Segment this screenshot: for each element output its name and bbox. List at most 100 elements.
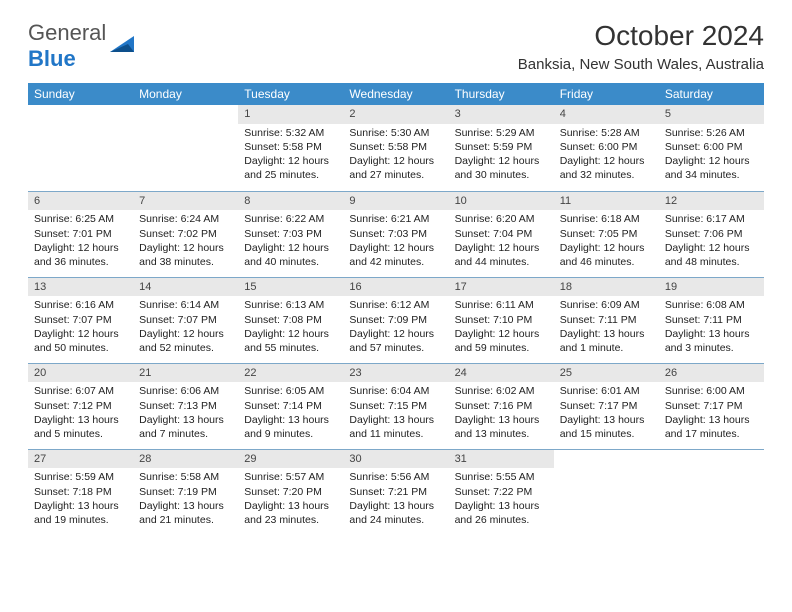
calendar-cell: 2 Sunrise: 5:30 AMSunset: 5:58 PMDaylight… (343, 105, 448, 191)
sunset-line: Sunset: 7:15 PM (349, 399, 442, 413)
daylight-line-2: and 1 minute. (560, 341, 653, 355)
daylight-line-2: and 21 minutes. (139, 513, 232, 527)
day-number: 23 (343, 364, 448, 383)
daylight-line-2: and 57 minutes. (349, 341, 442, 355)
day-number: 2 (343, 105, 448, 124)
daylight-line-2: and 9 minutes. (244, 427, 337, 441)
sunrise-line: Sunrise: 5:58 AM (139, 470, 232, 484)
sunrise-line: Sunrise: 6:02 AM (455, 384, 548, 398)
calendar-week: 13Sunrise: 6:16 AMSunset: 7:07 PMDayligh… (28, 277, 764, 363)
day-number: 26 (659, 364, 764, 383)
month-title: October 2024 (518, 20, 764, 52)
sunset-line: Sunset: 7:01 PM (34, 227, 127, 241)
triangle-icon (110, 34, 136, 59)
logo-text: General Blue (28, 20, 106, 72)
day-details: Sunrise: 6:05 AMSunset: 7:14 PMDaylight:… (238, 382, 343, 445)
daylight-line-1: Daylight: 13 hours (139, 499, 232, 513)
daylight-line-2: and 19 minutes. (34, 513, 127, 527)
calendar-cell: 15Sunrise: 6:13 AMSunset: 7:08 PMDayligh… (238, 277, 343, 363)
calendar-cell: 26Sunrise: 6:00 AMSunset: 7:17 PMDayligh… (659, 363, 764, 449)
day-details: Sunrise: 5:57 AMSunset: 7:20 PMDaylight:… (238, 468, 343, 531)
daylight-line-2: and 17 minutes. (665, 427, 758, 441)
calendar-cell: 12Sunrise: 6:17 AMSunset: 7:06 PMDayligh… (659, 191, 764, 277)
sunrise-line: Sunrise: 6:08 AM (665, 298, 758, 312)
daylight-line-2: and 40 minutes. (244, 255, 337, 269)
sunrise-line: Sunrise: 5:57 AM (244, 470, 337, 484)
daylight-line-1: Daylight: 12 hours (560, 241, 653, 255)
daylight-line-1: Daylight: 12 hours (349, 327, 442, 341)
daylight-line-1: Daylight: 13 hours (349, 413, 442, 427)
daylight-line-1: Daylight: 13 hours (455, 499, 548, 513)
sunrise-line: Sunrise: 6:25 AM (34, 212, 127, 226)
calendar-cell: 23Sunrise: 6:04 AMSunset: 7:15 PMDayligh… (343, 363, 448, 449)
daylight-line-2: and 11 minutes. (349, 427, 442, 441)
day-header: Saturday (659, 83, 764, 105)
sunset-line: Sunset: 6:00 PM (665, 140, 758, 154)
day-header: Tuesday (238, 83, 343, 105)
day-header: Sunday (28, 83, 133, 105)
sunrise-line: Sunrise: 5:56 AM (349, 470, 442, 484)
sunset-line: Sunset: 7:13 PM (139, 399, 232, 413)
sunrise-line: Sunrise: 6:14 AM (139, 298, 232, 312)
sunrise-line: Sunrise: 5:32 AM (244, 126, 337, 140)
calendar-week: 27Sunrise: 5:59 AMSunset: 7:18 PMDayligh… (28, 449, 764, 535)
day-number: 25 (554, 364, 659, 383)
daylight-line-1: Daylight: 12 hours (244, 327, 337, 341)
day-number: 3 (449, 105, 554, 124)
logo: General Blue (28, 20, 136, 72)
sunset-line: Sunset: 7:22 PM (455, 485, 548, 499)
day-details: Sunrise: 6:06 AMSunset: 7:13 PMDaylight:… (133, 382, 238, 445)
daylight-line-1: Daylight: 13 hours (560, 413, 653, 427)
logo-text-blue: Blue (28, 46, 76, 71)
day-header: Monday (133, 83, 238, 105)
day-number: 19 (659, 278, 764, 297)
sunrise-line: Sunrise: 5:59 AM (34, 470, 127, 484)
day-number: 14 (133, 278, 238, 297)
daylight-line-1: Daylight: 12 hours (34, 241, 127, 255)
day-details: Sunrise: 6:04 AMSunset: 7:15 PMDaylight:… (343, 382, 448, 445)
sunset-line: Sunset: 7:16 PM (455, 399, 548, 413)
calendar-cell: 25Sunrise: 6:01 AMSunset: 7:17 PMDayligh… (554, 363, 659, 449)
calendar-cell: 4Sunrise: 5:28 AMSunset: 6:00 PMDaylight… (554, 105, 659, 191)
sunset-line: Sunset: 5:58 PM (349, 140, 442, 154)
day-details: Sunrise: 6:16 AMSunset: 7:07 PMDaylight:… (28, 296, 133, 359)
calendar-cell: 6Sunrise: 6:25 AMSunset: 7:01 PMDaylight… (28, 191, 133, 277)
day-number: 12 (659, 192, 764, 211)
sunrise-line: Sunrise: 5:30 AM (349, 126, 442, 140)
calendar-table: Sunday Monday Tuesday Wednesday Thursday… (28, 83, 764, 535)
sunset-line: Sunset: 7:04 PM (455, 227, 548, 241)
calendar-cell: 5Sunrise: 5:26 AMSunset: 6:00 PMDaylight… (659, 105, 764, 191)
calendar-cell: 14Sunrise: 6:14 AMSunset: 7:07 PMDayligh… (133, 277, 238, 363)
daylight-line-1: Daylight: 13 hours (34, 413, 127, 427)
daylight-line-1: Daylight: 13 hours (34, 499, 127, 513)
daylight-line-2: and 38 minutes. (139, 255, 232, 269)
daylight-line-1: Daylight: 13 hours (665, 413, 758, 427)
day-details: Sunrise: 6:00 AMSunset: 7:17 PMDaylight:… (659, 382, 764, 445)
calendar-cell: 30Sunrise: 5:56 AMSunset: 7:21 PMDayligh… (343, 449, 448, 535)
daylight-line-2: and 50 minutes. (34, 341, 127, 355)
daylight-line-2: and 5 minutes. (34, 427, 127, 441)
day-number: 5 (659, 105, 764, 124)
calendar-cell: 29Sunrise: 5:57 AMSunset: 7:20 PMDayligh… (238, 449, 343, 535)
daylight-line-1: Daylight: 12 hours (349, 154, 442, 168)
day-number: 1 (238, 105, 343, 124)
day-details: Sunrise: 6:02 AMSunset: 7:16 PMDaylight:… (449, 382, 554, 445)
daylight-line-2: and 36 minutes. (34, 255, 127, 269)
day-number: 17 (449, 278, 554, 297)
day-details: Sunrise: 6:25 AMSunset: 7:01 PMDaylight:… (28, 210, 133, 273)
daylight-line-1: Daylight: 13 hours (455, 413, 548, 427)
daylight-line-1: Daylight: 12 hours (665, 154, 758, 168)
day-header: Wednesday (343, 83, 448, 105)
calendar-cell: 7Sunrise: 6:24 AMSunset: 7:02 PMDaylight… (133, 191, 238, 277)
sunset-line: Sunset: 7:07 PM (139, 313, 232, 327)
calendar-cell: 17Sunrise: 6:11 AMSunset: 7:10 PMDayligh… (449, 277, 554, 363)
sunrise-line: Sunrise: 6:16 AM (34, 298, 127, 312)
day-details: Sunrise: 5:56 AMSunset: 7:21 PMDaylight:… (343, 468, 448, 531)
day-number: 9 (343, 192, 448, 211)
sunset-line: Sunset: 7:19 PM (139, 485, 232, 499)
day-details: Sunrise: 6:12 AMSunset: 7:09 PMDaylight:… (343, 296, 448, 359)
daylight-line-2: and 27 minutes. (349, 168, 442, 182)
sunrise-line: Sunrise: 6:21 AM (349, 212, 442, 226)
daylight-line-2: and 34 minutes. (665, 168, 758, 182)
day-number: 21 (133, 364, 238, 383)
